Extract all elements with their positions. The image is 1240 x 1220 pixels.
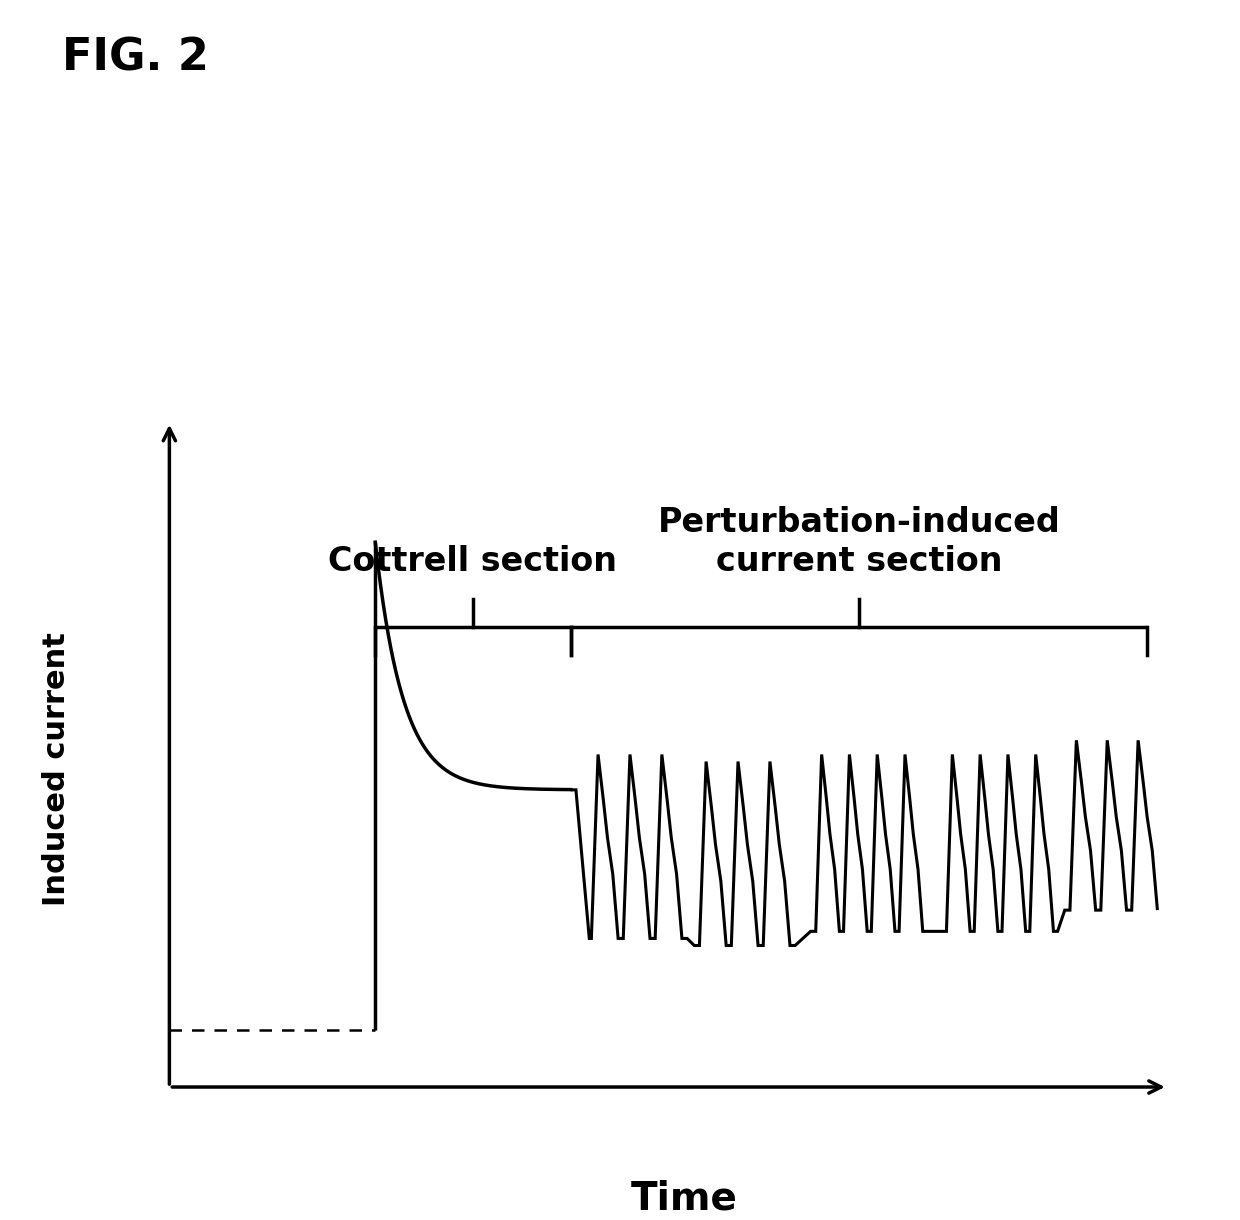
Text: Induced current: Induced current [42,632,71,905]
Text: Time: Time [631,1179,738,1218]
Text: Perturbation-induced
current section: Perturbation-induced current section [657,506,1060,577]
Text: Cottrell section: Cottrell section [329,544,618,577]
Text: FIG. 2: FIG. 2 [62,37,208,79]
